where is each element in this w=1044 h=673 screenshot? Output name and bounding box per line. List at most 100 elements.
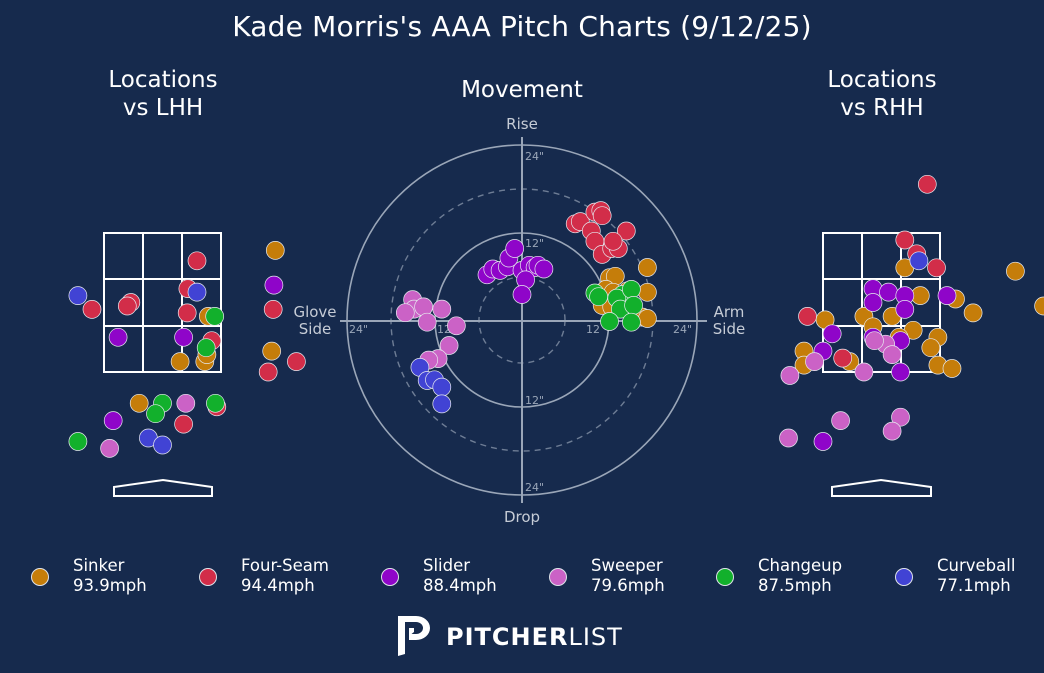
movement-points [395, 201, 657, 414]
tick-24-right: 24" [673, 323, 692, 336]
movement-four-seam-point-10 [616, 221, 636, 241]
legend-speed-changeup: 87.5mph [758, 576, 832, 595]
lhh-changeup-point-3 [206, 393, 225, 413]
brand-bold-text: PITCHER [446, 623, 569, 651]
rhh-title-line2: vs RHH [840, 95, 924, 121]
glove-side-label-2: Side [299, 320, 331, 338]
movement-frame: Rise Drop Glove Side Arm Side 24" 12" 12… [293, 115, 745, 526]
rhh-zone-outline [822, 232, 941, 373]
pitch-points-layer [68, 174, 1044, 458]
legend-name-slider: Slider [423, 556, 471, 575]
movement-sweeper-point-2 [395, 303, 415, 323]
rhh-sinker-point-7 [963, 303, 983, 323]
lhh-slider-point-0 [264, 275, 284, 295]
lhh-sinker-point-0 [265, 241, 285, 260]
lhh-four-seam-point-8 [287, 352, 306, 371]
arm-side-label-1: Arm [714, 303, 745, 321]
lhh-sinker-point-5 [170, 352, 190, 371]
lhh-changeup-point-1 [196, 338, 216, 358]
legend-speed-sweeper: 79.6mph [591, 576, 665, 595]
pitcherlist-p-icon [398, 616, 430, 656]
tick-12-right: 12 [586, 323, 600, 336]
rhh-four-seam-point-0 [917, 174, 937, 194]
rise-label: Rise [506, 115, 538, 133]
legend-dot-four-seam [199, 568, 217, 586]
rhh-slider-point-11 [813, 432, 833, 451]
lhh-sinker-point-6 [129, 393, 149, 413]
lhh-four-seam-point-11 [174, 414, 193, 434]
legend-name-changeup: Changeup [758, 556, 843, 575]
rhh-slider-point-4 [863, 293, 883, 312]
lhh-zone-outline [103, 232, 222, 373]
tick-12-top: 12" [525, 237, 544, 250]
legend-dot-sweeper [549, 568, 567, 586]
legend-speed-curveball: 77.1mph [937, 576, 1011, 595]
tick-12-bottom: 12" [525, 394, 544, 407]
pitch-legend: Sinker 93.9mph Four-Seam 94.4mph Slider … [0, 554, 1044, 604]
legend-name-sinker: Sinker [73, 556, 125, 575]
movement-slider-point-12 [512, 285, 532, 304]
movement-changeup-point-8 [600, 312, 619, 331]
glove-side-label-1: Glove [293, 303, 336, 321]
lhh-changeup-point-5 [68, 432, 88, 451]
lhh-slider-point-2 [174, 327, 193, 347]
legend-name-curveball: Curveball [937, 556, 1016, 575]
rhh-slider-point-10 [891, 362, 910, 382]
brand-light-text: LIST [568, 623, 623, 651]
lhh-four-seam-point-6 [263, 300, 283, 319]
lhh-four-seam-point-3 [82, 300, 102, 319]
rhh-slider-point-1 [879, 282, 898, 302]
rhh-four-seam-point-3 [927, 258, 946, 278]
movement-sweeper-point-7 [439, 336, 459, 355]
rhh-sweeper-point-6 [891, 407, 910, 427]
drop-label: Drop [504, 508, 540, 526]
movement-changeup-point-2 [589, 287, 608, 307]
lhh-four-seam-point-5 [177, 303, 197, 323]
rhh-sinker-point-1 [1006, 261, 1025, 281]
rhh-slider-point-5 [895, 300, 915, 319]
movement-sweeper-point-4 [432, 299, 452, 319]
legend-name-four-seam: Four-Seam [241, 556, 329, 575]
pitcherlist-wordmark: PITCHERLIST [446, 623, 623, 651]
lhh-changeup-point-4 [146, 404, 165, 424]
tick-24-left: 24" [349, 323, 368, 336]
rhh-four-seam-point-1 [895, 230, 915, 250]
rhh-curveball-point-0 [909, 251, 929, 271]
rhh-sweeper-point-8 [882, 421, 902, 441]
legend-speed-four-seam: 94.4mph [241, 576, 315, 595]
movement-changeup-point-4 [622, 280, 641, 299]
rhh-sweeper-point-9 [779, 428, 798, 448]
lhh-sweeper-point-0 [176, 393, 196, 413]
tick-24-top: 24" [525, 150, 544, 163]
movement-slider-point-5 [505, 239, 525, 258]
tick-24-bottom: 24" [525, 481, 544, 494]
rhh-points [779, 174, 1044, 451]
pitcherlist-brand: PITCHERLIST [394, 614, 634, 658]
legend-name-sweeper: Sweeper [591, 556, 663, 575]
lhh-four-seam-point-0 [187, 251, 207, 271]
rhh-slider-point-3 [937, 286, 957, 305]
movement-curveball-point-3 [432, 377, 452, 397]
rhh-sinker-point-13 [921, 338, 941, 358]
rhh-slider-point-6 [822, 324, 842, 344]
lhh-curveball-point-1 [68, 286, 88, 305]
legend-dot-slider [381, 568, 399, 586]
movement-changeup-point-7 [622, 312, 641, 332]
rhh-sweeper-point-4 [854, 362, 874, 382]
lhh-slider-point-1 [108, 327, 128, 347]
lhh-slider-point-3 [103, 411, 123, 430]
legend-speed-slider: 88.4mph [423, 576, 497, 595]
legend-dot-changeup [716, 568, 734, 586]
rhh-sweeper-point-2 [882, 345, 902, 364]
movement-sinker-point-11 [638, 309, 657, 328]
lhh-sinker-point-4 [262, 341, 282, 361]
lhh-strike-zone [103, 232, 222, 497]
rhh-sinker-point-16 [942, 359, 962, 378]
movement-four-seam-point-4 [592, 206, 612, 226]
lhh-four-seam-point-9 [258, 362, 278, 382]
rhh-title-line1: Locations [827, 67, 937, 93]
movement-curveball-point-4 [432, 394, 452, 414]
lhh-changeup-point-0 [205, 307, 225, 326]
movement-sweeper-point-3 [414, 297, 433, 317]
lhh-home-plate [113, 478, 213, 497]
